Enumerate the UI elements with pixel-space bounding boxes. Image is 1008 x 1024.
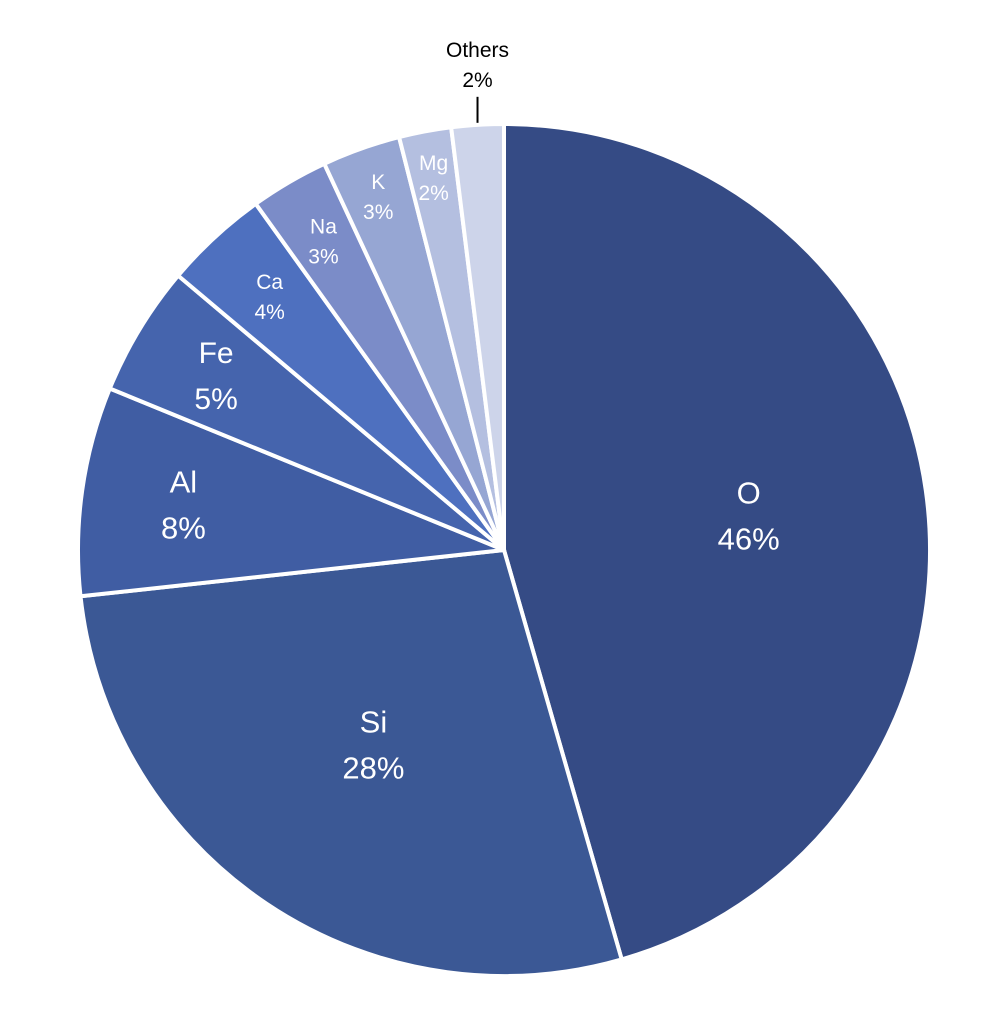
- slice-value-k: 3%: [363, 201, 393, 224]
- slice-value-ca: 4%: [254, 301, 284, 324]
- slice-label-si: Si: [360, 704, 388, 739]
- pie-slice-si: [78, 548, 624, 978]
- pie-slice-others: [449, 122, 506, 552]
- slice-value-na: 3%: [308, 245, 338, 268]
- slice-value-fe: 5%: [194, 383, 237, 416]
- slice-label-al: Al: [170, 465, 198, 500]
- slice-value-al: 8%: [161, 511, 206, 546]
- slice-label-k: K: [371, 171, 385, 194]
- slice-label-others: Others: [446, 39, 509, 62]
- slice-label-fe: Fe: [199, 337, 234, 370]
- slice-value-mg: 2%: [418, 182, 448, 205]
- pie-slice-al: [76, 386, 506, 599]
- slice-label-ca: Ca: [256, 271, 283, 294]
- slice-value-si: 28%: [342, 750, 404, 785]
- slice-label-na: Na: [310, 215, 337, 238]
- slice-label-mg: Mg: [419, 152, 448, 175]
- slice-value-o: 46%: [718, 521, 780, 556]
- pie-slice-o: [502, 122, 932, 962]
- slice-label-o: O: [737, 475, 761, 510]
- slice-value-others: 2%: [462, 69, 492, 92]
